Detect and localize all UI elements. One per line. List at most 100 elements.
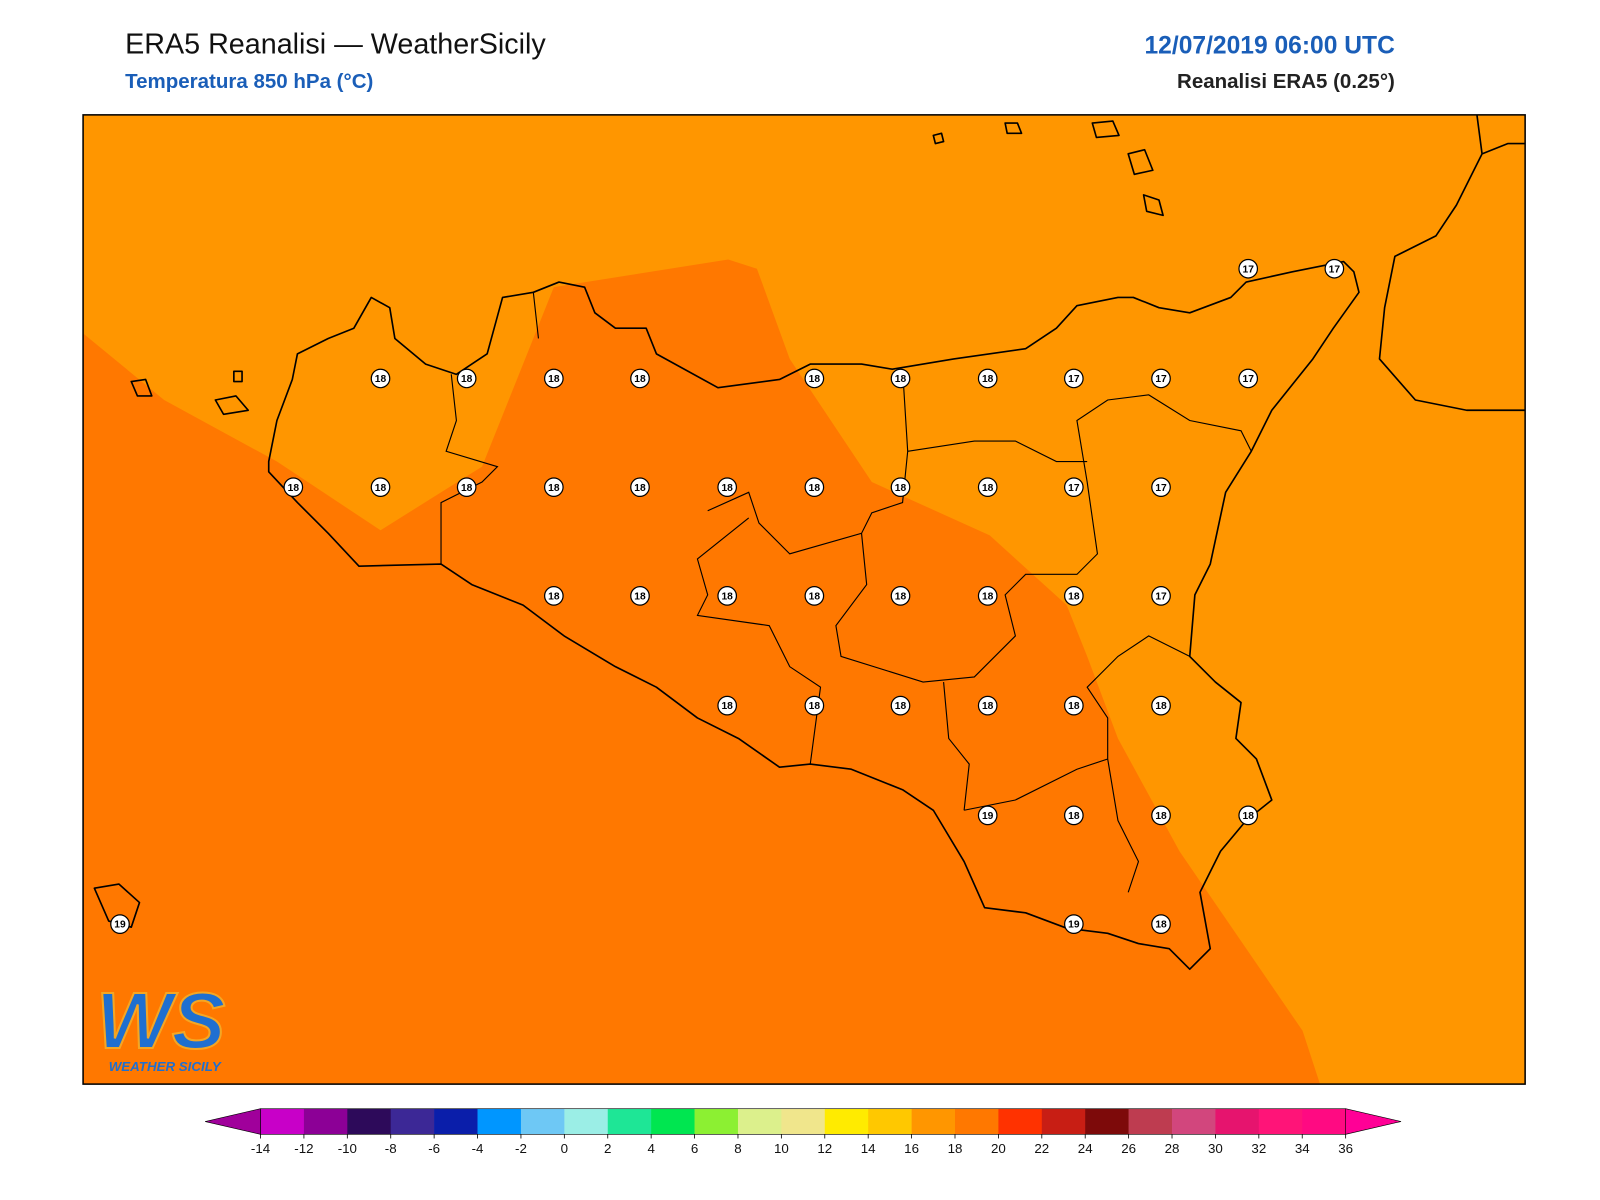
- station-value: 18: [548, 374, 560, 385]
- colorbar-bin: [781, 1108, 826, 1135]
- colorbar-outline: [260, 1108, 1346, 1135]
- colorbar-tick-label: 34: [1295, 1141, 1310, 1156]
- station-marker: [890, 586, 911, 606]
- colorbar-bin: [434, 1108, 478, 1135]
- station-marker: [804, 586, 825, 606]
- station-value: 17: [1155, 591, 1167, 602]
- station-value: 18: [809, 483, 821, 494]
- station-marker: [977, 477, 998, 498]
- station-layer: 17 17 18 18 18 18 18 18 18 17 17 17 18 18 18 18 18 18 18 18…: [110, 258, 1345, 934]
- colorbar-tick-label: 20: [991, 1141, 1006, 1156]
- station-marker: [977, 586, 998, 606]
- colorbar-tick-label: 8: [734, 1141, 741, 1156]
- station-value: 18: [982, 374, 994, 385]
- station-value: 18: [721, 483, 733, 494]
- colorbar-tick-label: 12: [817, 1141, 832, 1156]
- field-18-20: [83, 259, 1320, 1085]
- colorbar-bin: [1172, 1108, 1216, 1135]
- station-value: 19: [114, 920, 126, 931]
- station-value: 18: [982, 483, 994, 494]
- subtitle: Temperatura 850 hPa (°C): [125, 70, 373, 93]
- station-value: 18: [548, 591, 560, 602]
- station-value: 18: [809, 374, 821, 385]
- station-marker: [456, 477, 477, 498]
- station-value: 18: [895, 701, 907, 712]
- station-marker: [370, 368, 391, 389]
- station-value: 19: [1068, 920, 1080, 931]
- station-value: 18: [1068, 701, 1080, 712]
- colorbar-bin: [1258, 1108, 1303, 1135]
- station-value: 18: [1155, 811, 1167, 822]
- station-value: 18: [721, 591, 733, 602]
- station-marker: [1064, 477, 1084, 498]
- station-value: 18: [461, 374, 473, 385]
- colorbar-bin: [477, 1108, 522, 1135]
- station-marker: [1064, 586, 1084, 606]
- station-value: 18: [1243, 811, 1255, 822]
- station-value: 18: [1068, 591, 1080, 602]
- station-marker: [456, 368, 477, 389]
- station-marker: [890, 477, 911, 498]
- colorbar-tick-label: -10: [338, 1141, 357, 1156]
- station-value: 18: [895, 374, 907, 385]
- station-marker: [544, 586, 564, 606]
- station-marker: [1151, 368, 1171, 389]
- colorbar-bin: [954, 1108, 999, 1135]
- colorbar-tick-label: 28: [1165, 1141, 1180, 1156]
- colorbar-bin: [651, 1108, 695, 1135]
- station-marker: [717, 477, 738, 498]
- station-value: 18: [1068, 811, 1080, 822]
- colorbar-tick-label: 36: [1338, 1141, 1353, 1156]
- colorbar-bin: [607, 1108, 652, 1135]
- station-value: 17: [1068, 374, 1080, 385]
- station-value: 18: [1155, 701, 1167, 712]
- colorbar-bin: [998, 1108, 1043, 1135]
- station-value: 17: [1155, 374, 1167, 385]
- station-marker: [890, 695, 911, 716]
- station-value: 18: [548, 483, 560, 494]
- colorbar-bin: [911, 1108, 956, 1135]
- colorbar-tick-label: 10: [774, 1141, 789, 1156]
- colorbar-bin: [347, 1108, 392, 1135]
- calabria-coast: [1378, 114, 1526, 412]
- station-marker: [804, 368, 825, 389]
- station-value: 18: [982, 701, 994, 712]
- logo-mark: WS: [96, 976, 225, 1065]
- colorbar-tick-label: 26: [1121, 1141, 1136, 1156]
- station-value: 18: [895, 483, 907, 494]
- colorbar-bin: [868, 1108, 912, 1135]
- station-value: 18: [634, 591, 646, 602]
- station-marker: [1151, 695, 1171, 716]
- colorbar-tick-label: 16: [904, 1141, 919, 1156]
- colorbar-tick-label: -2: [515, 1141, 527, 1156]
- station-marker: [1064, 805, 1084, 826]
- logo: WS WEATHER SICILY: [95, 975, 226, 1074]
- colorbar-tick-label: -4: [472, 1141, 484, 1156]
- map-frame: [82, 114, 1526, 1085]
- colorbar-tick-label: 0: [561, 1141, 568, 1156]
- colorbar-tick-label: -12: [294, 1141, 313, 1156]
- colorbar-bin: [520, 1108, 565, 1135]
- province-borders: [440, 292, 1252, 893]
- colorbar-bin: [694, 1108, 739, 1135]
- station-value: 17: [1243, 374, 1255, 385]
- map-area: [83, 114, 1526, 1085]
- colorbar-tick-label: 18: [948, 1141, 963, 1156]
- colorbar-tick-label: 6: [691, 1141, 698, 1156]
- colorbar-tick-label: -6: [428, 1141, 440, 1156]
- colorbar-tick-label: -8: [385, 1141, 397, 1156]
- station-value: 17: [1243, 264, 1255, 275]
- station-value: 18: [461, 483, 473, 494]
- colorbar: -14 -12 -10 -8 -6 -4 -2 0 2 4 6 8 10 12 14 16 18 20 22 24 26…: [205, 1108, 1402, 1156]
- station-marker: [977, 368, 998, 389]
- station-marker: [630, 477, 650, 498]
- station-marker: [1238, 258, 1259, 279]
- station-value: 18: [375, 483, 387, 494]
- station-marker: [717, 695, 738, 716]
- station-marker: [717, 586, 738, 606]
- colorbar-bin: [564, 1108, 609, 1135]
- colorbar-tick-label: 4: [647, 1141, 655, 1156]
- station-marker: [1238, 805, 1259, 826]
- colorbar-bin: [1128, 1108, 1173, 1135]
